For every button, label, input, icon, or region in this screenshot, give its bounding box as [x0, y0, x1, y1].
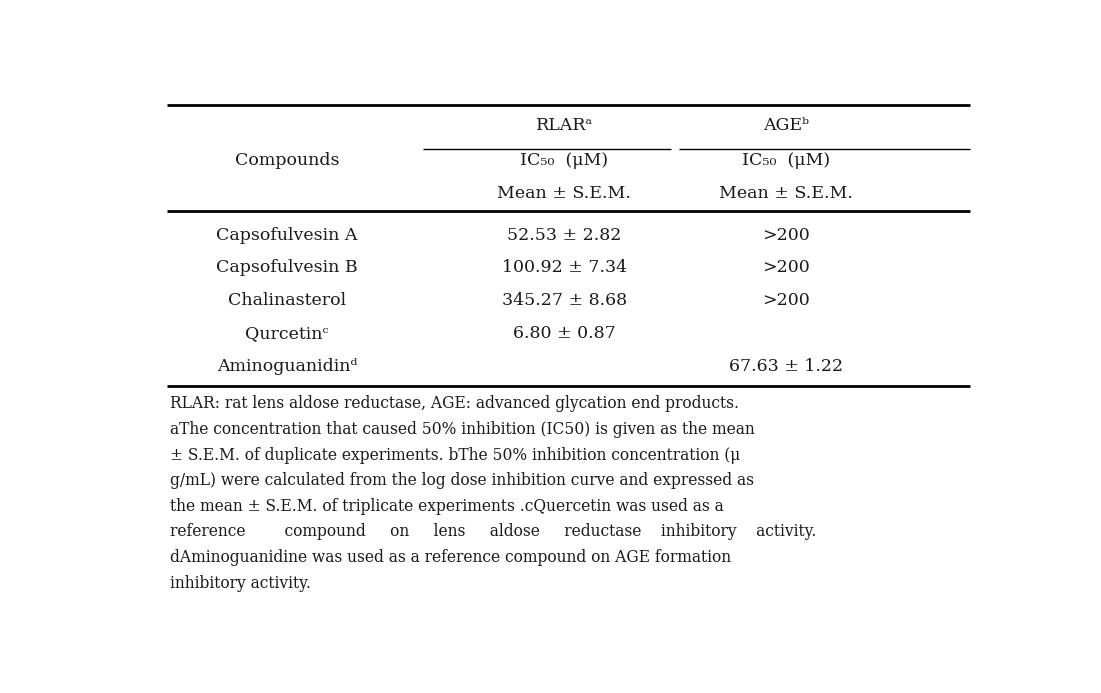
Text: Qurcetinᶜ: Qurcetinᶜ: [246, 325, 329, 342]
Text: g/mL) were calculated from the log dose inhibition curve and expressed as: g/mL) were calculated from the log dose …: [170, 472, 754, 489]
Text: Mean ± S.E.M.: Mean ± S.E.M.: [719, 185, 853, 202]
Text: RLARᵃ: RLARᵃ: [536, 117, 592, 134]
Text: 100.92 ± 7.34: 100.92 ± 7.34: [502, 258, 626, 276]
Text: IC₅₀  (μM): IC₅₀ (μM): [520, 152, 609, 169]
Text: Compounds: Compounds: [235, 152, 339, 169]
Text: >200: >200: [762, 292, 810, 309]
Text: 52.53 ± 2.82: 52.53 ± 2.82: [508, 227, 621, 244]
Text: Capsofulvesin B: Capsofulvesin B: [216, 258, 358, 276]
Text: Capsofulvesin A: Capsofulvesin A: [216, 227, 358, 244]
Text: Mean ± S.E.M.: Mean ± S.E.M.: [498, 185, 631, 202]
Text: ± S.E.M. of duplicate experiments. bThe 50% inhibition concentration (μ: ± S.E.M. of duplicate experiments. bThe …: [170, 446, 740, 464]
Text: aThe concentration that caused 50% inhibition (IC50) is given as the mean: aThe concentration that caused 50% inhib…: [170, 421, 755, 438]
Text: >200: >200: [762, 227, 810, 244]
Text: AGEᵇ: AGEᵇ: [763, 117, 809, 134]
Text: dAminoguanidine was used as a reference compound on AGE formation: dAminoguanidine was used as a reference …: [170, 549, 731, 566]
Text: 6.80 ± 0.87: 6.80 ± 0.87: [513, 325, 615, 342]
Text: reference        compound     on     lens     aldose     reductase    inhibitory: reference compound on lens aldose reduct…: [170, 523, 817, 541]
Text: inhibitory activity.: inhibitory activity.: [170, 574, 310, 592]
Text: 345.27 ± 8.68: 345.27 ± 8.68: [502, 292, 626, 309]
Text: >200: >200: [762, 258, 810, 276]
Text: Aminoguanidinᵈ: Aminoguanidinᵈ: [217, 358, 357, 375]
Text: Chalinasterol: Chalinasterol: [228, 292, 346, 309]
Text: IC₅₀  (μM): IC₅₀ (μM): [742, 152, 830, 169]
Text: 67.63 ± 1.22: 67.63 ± 1.22: [729, 358, 843, 375]
Text: the mean ± S.E.M. of triplicate experiments .cQuercetin was used as a: the mean ± S.E.M. of triplicate experime…: [170, 498, 723, 515]
Text: RLAR: rat lens aldose reductase, AGE: advanced glycation end products.: RLAR: rat lens aldose reductase, AGE: ad…: [170, 395, 739, 412]
